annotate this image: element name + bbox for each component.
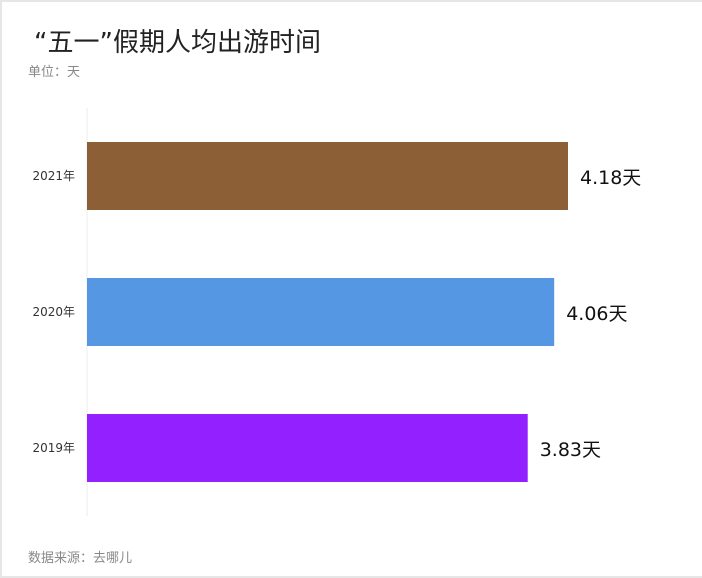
data-label: 4.06天 (566, 303, 627, 325)
chart-unit: 单位：天 (28, 65, 81, 80)
chart-source: 数据来源：去哪儿 (28, 551, 133, 566)
category-label: 2020年 (32, 305, 75, 319)
category-label: 2019年 (32, 441, 75, 455)
bar-0 (87, 142, 568, 210)
chart-title: “五一”假期人均出游时间 (34, 28, 321, 58)
data-label: 4.18天 (580, 167, 641, 189)
category-label: 2021年 (32, 169, 75, 183)
data-label: 3.83天 (540, 439, 601, 461)
bar-2 (87, 414, 528, 482)
bar-1 (87, 278, 555, 346)
